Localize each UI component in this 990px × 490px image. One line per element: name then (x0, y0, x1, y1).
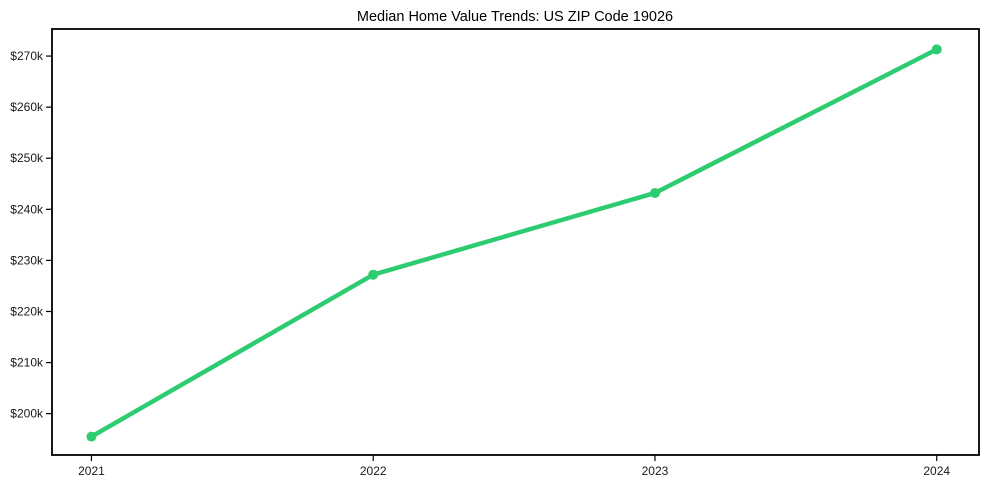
x-tick-label: 2022 (360, 464, 387, 478)
x-tick-label: 2024 (923, 464, 950, 478)
x-tick-label: 2023 (642, 464, 669, 478)
y-tick-label: $270k (10, 49, 44, 63)
data-point-marker (931, 44, 942, 55)
trend-line (89, 47, 939, 439)
y-tick-label: $250k (10, 151, 44, 165)
y-tick-label: $230k (10, 253, 44, 267)
data-point-marker (86, 431, 97, 442)
y-tick-label: $200k (10, 407, 44, 421)
y-tick-label: $260k (10, 100, 44, 114)
y-tick-label: $240k (10, 202, 44, 216)
plot-frame (51, 28, 980, 456)
chart-title: Median Home Value Trends: US ZIP Code 19… (357, 9, 673, 25)
y-tick-label: $220k (10, 304, 44, 318)
x-tick-label: 2021 (78, 464, 105, 478)
data-point-marker (649, 187, 660, 198)
y-tick-label: $210k (10, 356, 44, 370)
data-point-marker (368, 269, 379, 280)
